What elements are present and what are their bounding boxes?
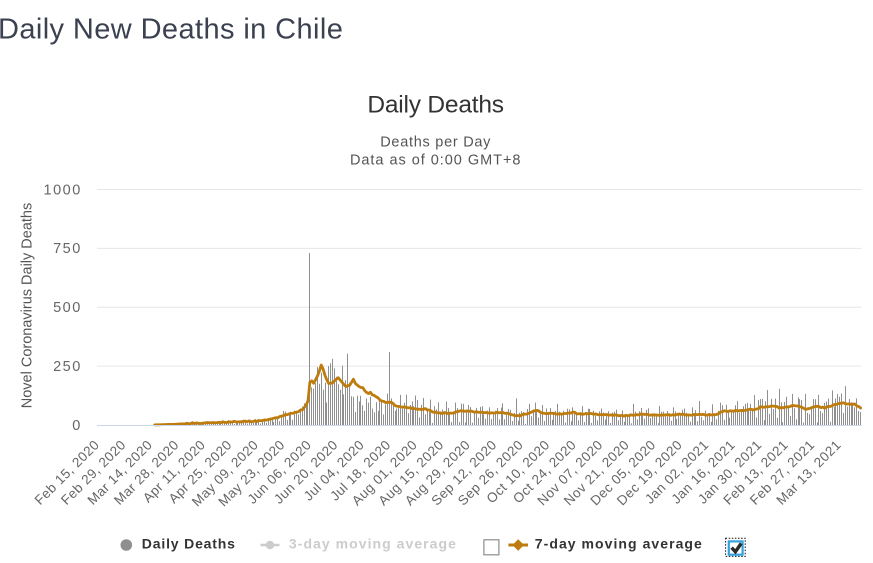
svg-text:Daily Deaths: Daily Deaths xyxy=(367,92,504,119)
svg-text:Deaths per Day: Deaths per Day xyxy=(380,135,491,151)
svg-text:7-day moving average: 7-day moving average xyxy=(535,536,703,552)
svg-text:500: 500 xyxy=(53,300,82,316)
svg-text:Data as of 0:00 GMT+8: Data as of 0:00 GMT+8 xyxy=(350,152,522,168)
svg-text:750: 750 xyxy=(53,241,82,257)
svg-text:0: 0 xyxy=(72,418,82,434)
svg-text:3-day moving average: 3-day moving average xyxy=(289,536,457,552)
svg-text:250: 250 xyxy=(53,359,82,375)
svg-text:Novel Coronavirus Daily Deaths: Novel Coronavirus Daily Deaths xyxy=(20,203,36,409)
svg-text:1000: 1000 xyxy=(44,182,82,198)
svg-text:Daily New Deaths in Chile: Daily New Deaths in Chile xyxy=(0,14,343,46)
svg-text:Daily Deaths: Daily Deaths xyxy=(142,536,236,552)
